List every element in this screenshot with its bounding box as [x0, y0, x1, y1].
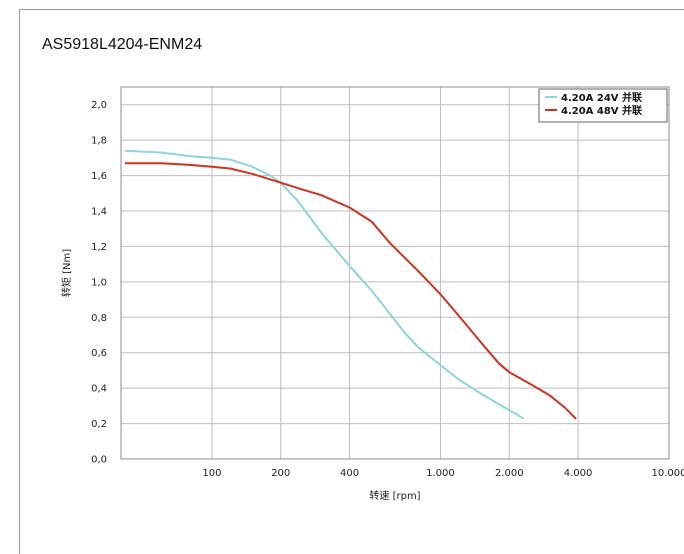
y-tick-label: 1,4	[91, 207, 107, 218]
x-tick-label: 10.000	[652, 468, 684, 479]
y-tick-label: 2,0	[91, 100, 107, 111]
y-tick-label: 0,4	[91, 384, 107, 395]
x-tick-label: 200	[271, 468, 290, 479]
x-tick-label: 1.000	[426, 468, 455, 479]
tick-labels: 0,0 0,2 0,4 0,6 0,8 1,0 1,2 1,4 1,6 1,8 2,0 100 200 4…	[91, 100, 684, 479]
x-axis-label: 转速 [rpm]	[369, 489, 420, 502]
x-tick-label: 4.000	[564, 468, 593, 479]
series-line-2	[126, 163, 576, 418]
legend-label: 4.20A 24V 并联	[561, 91, 642, 104]
legend: 4.20A 24V 并联4.20A 48V 并联	[539, 89, 667, 122]
y-tick-label: 1,6	[91, 171, 107, 182]
x-tick-label: 100	[202, 468, 221, 479]
grid	[121, 87, 669, 459]
x-tick-label: 2.000	[495, 468, 524, 479]
y-axis-label: 转矩 [Nm]	[60, 249, 73, 297]
series-lines	[126, 151, 576, 419]
series-line-1	[126, 151, 523, 419]
y-tick-label: 1,8	[91, 136, 107, 147]
x-tick-label: 400	[340, 468, 359, 479]
y-tick-label: 0,2	[91, 419, 107, 430]
y-tick-label: 0,0	[91, 455, 107, 466]
y-tick-label: 1,0	[91, 277, 107, 288]
plot-area	[121, 87, 669, 459]
y-tick-label: 0,6	[91, 348, 107, 359]
y-tick-label: 1,2	[91, 242, 107, 253]
y-tick-label: 0,8	[91, 313, 107, 324]
legend-label: 4.20A 48V 并联	[561, 104, 642, 117]
